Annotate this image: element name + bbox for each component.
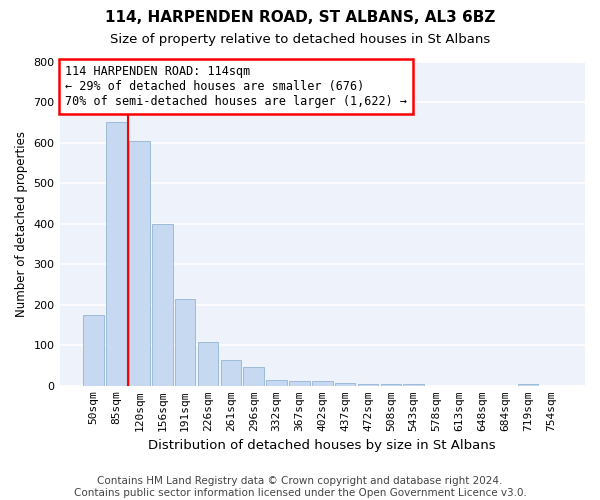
- Bar: [266, 380, 287, 386]
- Text: Contains public sector information licensed under the Open Government Licence v3: Contains public sector information licen…: [74, 488, 526, 498]
- Bar: [335, 383, 355, 386]
- Bar: [83, 315, 104, 386]
- Bar: [312, 381, 332, 386]
- Bar: [358, 384, 378, 386]
- Text: Contains HM Land Registry data © Crown copyright and database right 2024.: Contains HM Land Registry data © Crown c…: [97, 476, 503, 486]
- Bar: [518, 384, 538, 386]
- Bar: [175, 298, 196, 386]
- Bar: [129, 140, 150, 386]
- Text: 114, HARPENDEN ROAD, ST ALBANS, AL3 6BZ: 114, HARPENDEN ROAD, ST ALBANS, AL3 6BZ: [105, 10, 495, 25]
- Bar: [221, 360, 241, 386]
- Bar: [289, 380, 310, 386]
- Y-axis label: Number of detached properties: Number of detached properties: [15, 130, 28, 316]
- Bar: [403, 384, 424, 386]
- Text: 114 HARPENDEN ROAD: 114sqm
← 29% of detached houses are smaller (676)
70% of sem: 114 HARPENDEN ROAD: 114sqm ← 29% of deta…: [65, 64, 407, 108]
- X-axis label: Distribution of detached houses by size in St Albans: Distribution of detached houses by size …: [148, 440, 496, 452]
- Bar: [152, 224, 173, 386]
- Bar: [106, 122, 127, 386]
- Bar: [198, 342, 218, 386]
- Bar: [244, 367, 264, 386]
- Bar: [380, 384, 401, 386]
- Text: Size of property relative to detached houses in St Albans: Size of property relative to detached ho…: [110, 32, 490, 46]
